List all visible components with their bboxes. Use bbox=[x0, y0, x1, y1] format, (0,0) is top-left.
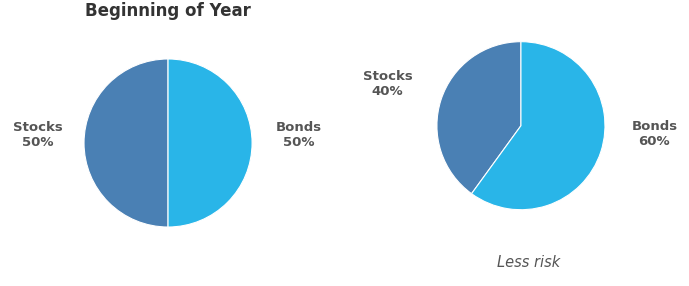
Wedge shape bbox=[168, 59, 252, 227]
Text: Bonds
50%: Bonds 50% bbox=[276, 121, 322, 149]
Wedge shape bbox=[471, 42, 605, 210]
Text: Less risk: Less risk bbox=[497, 255, 560, 270]
Text: Bonds
60%: Bonds 60% bbox=[631, 120, 677, 148]
Title: End of Year: End of Year bbox=[468, 0, 574, 3]
Wedge shape bbox=[437, 42, 521, 194]
Text: Stocks
40%: Stocks 40% bbox=[362, 70, 413, 98]
Title: Beginning of Year: Beginning of Year bbox=[85, 2, 251, 20]
Wedge shape bbox=[84, 59, 168, 227]
Text: Stocks
50%: Stocks 50% bbox=[12, 121, 63, 149]
